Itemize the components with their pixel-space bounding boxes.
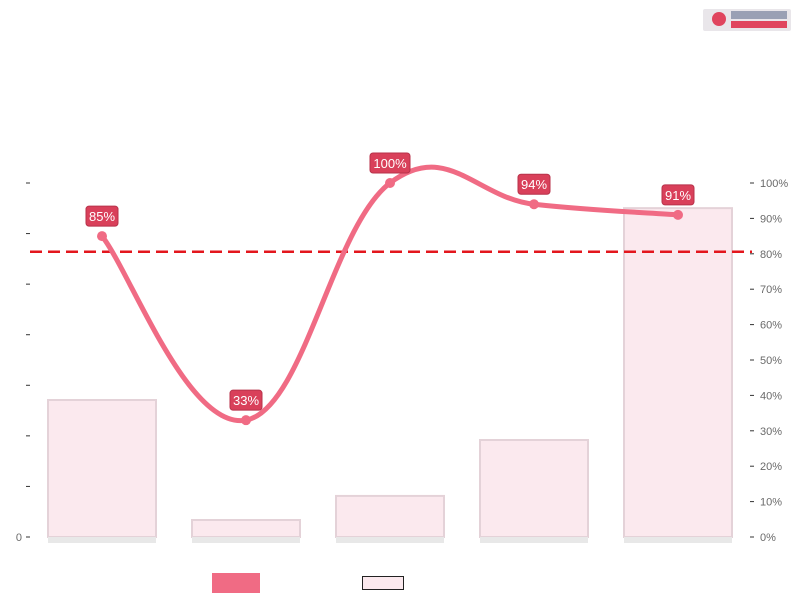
bar <box>623 207 733 538</box>
line-point <box>97 231 107 242</box>
data-label: 100% <box>373 156 407 171</box>
line-point <box>529 199 539 210</box>
data-label: 85% <box>89 209 115 224</box>
line-point <box>385 178 395 188</box>
brand-logo <box>703 9 791 31</box>
bar-base <box>336 537 444 543</box>
right-axis-label: 30% <box>760 426 782 438</box>
data-label-box <box>229 389 263 411</box>
logo-text-bottom <box>731 21 787 28</box>
data-label: 33% <box>233 393 259 408</box>
logo-mark-icon <box>712 12 726 26</box>
line-point <box>673 209 683 220</box>
right-axis-label: 10% <box>760 497 782 509</box>
legend-bar-swatch <box>362 576 404 590</box>
data-label-box <box>661 184 695 206</box>
right-axis-label: 90% <box>760 213 782 225</box>
bar <box>335 494 445 539</box>
bar <box>191 519 301 538</box>
line-point <box>241 415 251 426</box>
right-axis-label: 50% <box>760 355 782 367</box>
right-axis-label: 20% <box>760 461 782 473</box>
bar <box>479 439 589 538</box>
bar <box>47 399 157 539</box>
bar-base <box>48 537 156 543</box>
bar-base <box>192 537 300 543</box>
percentage-line <box>99 164 681 423</box>
data-label-box <box>517 173 551 195</box>
right-axis-label: 100% <box>760 178 788 190</box>
data-label-box <box>85 205 119 227</box>
data-label-box <box>369 152 411 174</box>
bar-base <box>624 537 732 543</box>
right-axis-label: 40% <box>760 390 782 402</box>
right-axis-label: 70% <box>760 284 782 296</box>
right-axis-label: 80% <box>760 249 782 261</box>
legend-line-swatch <box>212 573 260 593</box>
left-axis-label: 0 <box>16 532 22 544</box>
data-label: 94% <box>521 177 547 192</box>
logo-text-top <box>731 11 787 19</box>
bar-base <box>480 537 588 543</box>
legend <box>212 571 590 595</box>
right-axis-label: 60% <box>760 320 782 332</box>
data-label: 91% <box>665 188 691 203</box>
right-axis-label: 0% <box>760 532 776 544</box>
